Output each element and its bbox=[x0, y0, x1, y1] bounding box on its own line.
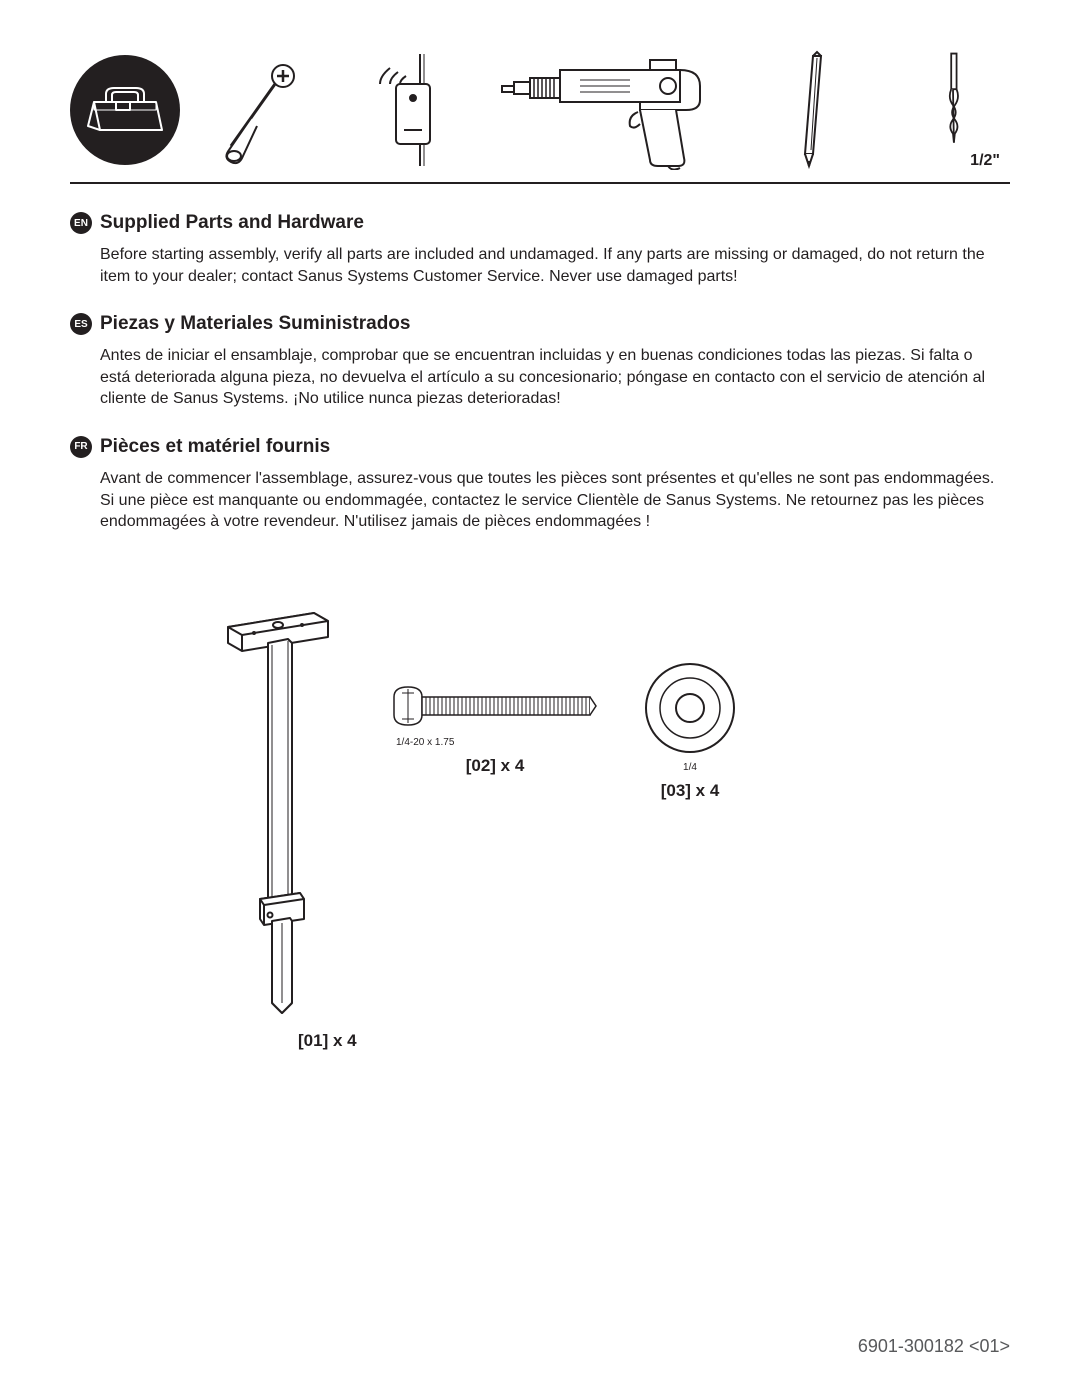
part-03-spec: 1/4 bbox=[640, 762, 740, 773]
drill-icon bbox=[500, 50, 720, 170]
lang-badge-fr: FR bbox=[70, 436, 92, 458]
heading-en: Supplied Parts and Hardware bbox=[100, 212, 364, 234]
parts-diagram: [01] x 4 1/4-20 x 1.75 [02] x 4 bbox=[70, 573, 1010, 1133]
screwdriver-icon bbox=[210, 50, 325, 170]
section-fr: FR Pièces et matériel fournis Avant de c… bbox=[70, 436, 1010, 533]
lang-badge-es: ES bbox=[70, 313, 92, 335]
part-03: 1/4 [03] x 4 bbox=[640, 658, 740, 801]
drill-bit-icon: 1/2" bbox=[895, 50, 1010, 170]
toolbox-icon bbox=[70, 55, 180, 165]
document-number: 6901-300182 <01> bbox=[858, 1336, 1010, 1357]
part-02-label: [02] x 4 bbox=[390, 756, 600, 776]
section-es: ES Piezas y Materiales Suministrados Ant… bbox=[70, 313, 1010, 410]
section-en: EN Supplied Parts and Hardware Before st… bbox=[70, 212, 1010, 287]
part-01-label: [01] x 4 bbox=[298, 1031, 357, 1051]
body-en: Before starting assembly, verify all par… bbox=[100, 244, 1000, 287]
drill-bit-size-label: 1/2" bbox=[970, 152, 1000, 170]
heading-es: Piezas y Materiales Suministrados bbox=[100, 313, 410, 335]
studfinder-icon bbox=[355, 50, 470, 170]
part-01: [01] x 4 bbox=[210, 603, 357, 1051]
heading-fr: Pièces et matériel fournis bbox=[100, 436, 330, 458]
lang-badge-en: EN bbox=[70, 212, 92, 234]
pencil-icon bbox=[750, 50, 865, 170]
body-fr: Avant de commencer l'assemblage, assurez… bbox=[100, 468, 1000, 533]
required-tools-row: 1/2" bbox=[70, 50, 1010, 184]
part-02: 1/4-20 x 1.75 [02] x 4 bbox=[390, 683, 600, 776]
part-03-label: [03] x 4 bbox=[640, 781, 740, 801]
body-es: Antes de iniciar el ensamblaje, comproba… bbox=[100, 345, 1000, 410]
part-02-spec: 1/4-20 x 1.75 bbox=[396, 737, 600, 748]
